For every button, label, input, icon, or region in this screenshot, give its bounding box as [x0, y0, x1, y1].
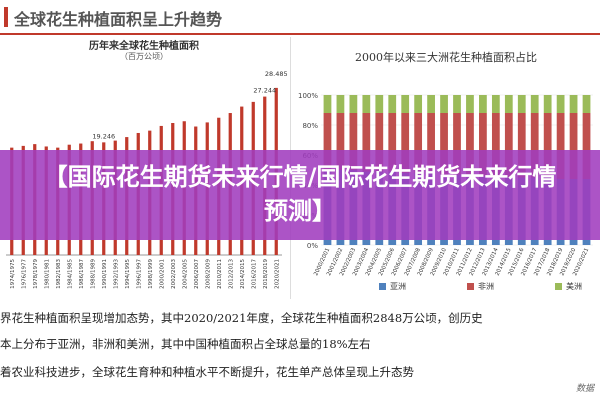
bar-美洲-2004/2005: [375, 95, 384, 113]
legend-label: 美洲: [566, 281, 582, 291]
x-tick-label: 1984/1985: [67, 259, 73, 289]
bar-美洲-2002/2003: [349, 95, 358, 113]
x-tick-label: 2014/2015: [240, 259, 246, 289]
legend-label: 非洲: [478, 281, 494, 291]
x-tick-label: 1976/1977: [21, 259, 27, 289]
x-tick-label: 2010/2011: [217, 259, 223, 289]
bar-美洲-2003/2004: [362, 95, 371, 113]
bar-美洲-2001/2002: [336, 95, 345, 113]
title-banner: 【国际花生期货未来行情/国际花生期货未来行情预测】: [0, 150, 600, 240]
x-tick-label: 1980/1981: [44, 259, 50, 289]
x-tick-label: 2012/2013: [228, 259, 234, 289]
legend-swatch-非洲: [467, 283, 474, 290]
x-tick-label: 1992/1993: [113, 259, 119, 289]
notes-section: 界花生种植面积呈现增加态势，其中2020/2021年度，全球花生种植面积2848…: [0, 302, 600, 400]
bar-非洲-2011/2012: [466, 113, 474, 176]
bar-美洲-2008/2009: [427, 95, 435, 113]
bar-美洲-2000/2001: [323, 95, 332, 113]
data-label: 19.246: [92, 132, 115, 140]
bar-非洲-2000/2001: [323, 113, 332, 170]
banner-text: 【国际花生期货未来行情/国际花生期货未来行情预测】: [43, 163, 557, 225]
note-line-1: 界花生种植面积呈现增加态势，其中2020/2021年度，全球花生种植面积2848…: [0, 311, 483, 325]
legend-label: 亚洲: [390, 282, 406, 291]
x-tick-label: 2008/2009: [205, 259, 211, 289]
bar-非洲-2001/2002: [336, 113, 345, 170]
note-line-2: 本上分布于亚洲，非洲和美洲，其中中国种植面积占全球总量的18%左右: [0, 337, 371, 351]
header-accent-mark: [4, 7, 8, 27]
bar-美洲-2012/2013: [479, 95, 487, 113]
bar-非洲-2012/2013: [479, 113, 487, 176]
bar-非洲-2015/2016: [517, 113, 526, 178]
x-tick-label: 2020/2021: [274, 259, 280, 289]
legend-swatch-美洲: [555, 283, 562, 290]
x-tick-label: 1978/1979: [33, 259, 39, 289]
x-tick-label: 1996/1997: [136, 259, 142, 289]
x-tick-label: 1988/1989: [90, 259, 96, 289]
x-tick-label: 2004/2005: [182, 259, 188, 289]
x-tick-label: 1990/1991: [102, 259, 108, 289]
bar-美洲-2015/2016: [517, 95, 526, 113]
area-chart-title: 历年来全球花生种植面积: [89, 41, 199, 52]
x-tick-label: 2000/2001: [159, 259, 165, 289]
bar-美洲-2013/2014: [491, 95, 500, 113]
bar-非洲-2020/2021: [582, 113, 591, 179]
bar-非洲-2009/2010: [440, 113, 448, 175]
bar-美洲-2019/2020: [569, 95, 578, 113]
header-rule: [0, 33, 600, 35]
bar-美洲-2018/2019: [556, 95, 565, 113]
bar-美洲-2007/2008: [414, 95, 423, 113]
bar-非洲-2005/2006: [388, 113, 397, 172]
bar-美洲-2014/2015: [504, 95, 513, 113]
x-tick-label: 1986/1987: [79, 259, 85, 289]
bar-美洲-2006/2007: [401, 95, 410, 113]
bar-美洲-2009/2010: [440, 95, 448, 113]
bar-美洲-2020/2021: [582, 95, 591, 113]
x-tick-label: 1994/1995: [125, 259, 131, 289]
bar-美洲-2016/2017: [530, 95, 539, 113]
bar-非洲-2017/2018: [543, 113, 552, 178]
corner-label: 数据: [575, 384, 594, 394]
bar-美洲-2010/2011: [453, 95, 461, 113]
bar-非洲-2010/2011: [453, 113, 461, 175]
header-bar: 全球花生种植面积呈上升趋势: [0, 0, 600, 35]
y-tick-label: 80%: [302, 122, 318, 130]
bar-非洲-2004/2005: [375, 113, 384, 172]
y-tick-label: 0%: [307, 242, 318, 250]
x-tick-label: 1998/1999: [148, 259, 154, 289]
share-chart-title: 2000年以来三大洲花生种植面积占比: [355, 51, 537, 64]
x-tick-label: 2002/2003: [171, 259, 177, 289]
x-tick-label: 2006/2007: [194, 259, 200, 289]
note-line-3: 着农业科技进步，全球花生育种和种植水平不断提升，花生单产总体呈现上升态势: [0, 365, 414, 379]
data-label: 27.244: [253, 87, 276, 95]
bar-美洲-2005/2006: [388, 95, 397, 113]
x-tick-label: 1974/1975: [10, 259, 16, 289]
y-tick-label: 100%: [298, 92, 318, 100]
legend-swatch-亚洲: [379, 283, 386, 290]
bar-美洲-2017/2018: [543, 95, 552, 113]
bar-非洲-2018/2019: [556, 113, 565, 179]
bar-非洲-2003/2004: [362, 113, 371, 172]
bar-非洲-2006/2007: [401, 113, 410, 173]
bar-非洲-2008/2009: [427, 113, 435, 173]
x-tick-label: 1982/1983: [56, 259, 62, 289]
bar-非洲-2019/2020: [569, 113, 578, 179]
data-label: 28.485: [265, 70, 288, 78]
bar-非洲-2002/2003: [349, 113, 358, 170]
page-title: 全球花生种植面积呈上升趋势: [14, 10, 223, 29]
x-tick-label: 2016/2017: [251, 259, 257, 289]
bar-非洲-2016/2017: [530, 113, 539, 178]
bar-非洲-2014/2015: [504, 113, 513, 178]
x-tick-label: 2018/2019: [263, 259, 269, 289]
area-chart-subtitle: （百万公顷）: [120, 52, 168, 61]
bar-美洲-2011/2012: [466, 95, 474, 113]
bar-非洲-2007/2008: [414, 113, 423, 173]
bar-非洲-2013/2014: [491, 113, 500, 176]
